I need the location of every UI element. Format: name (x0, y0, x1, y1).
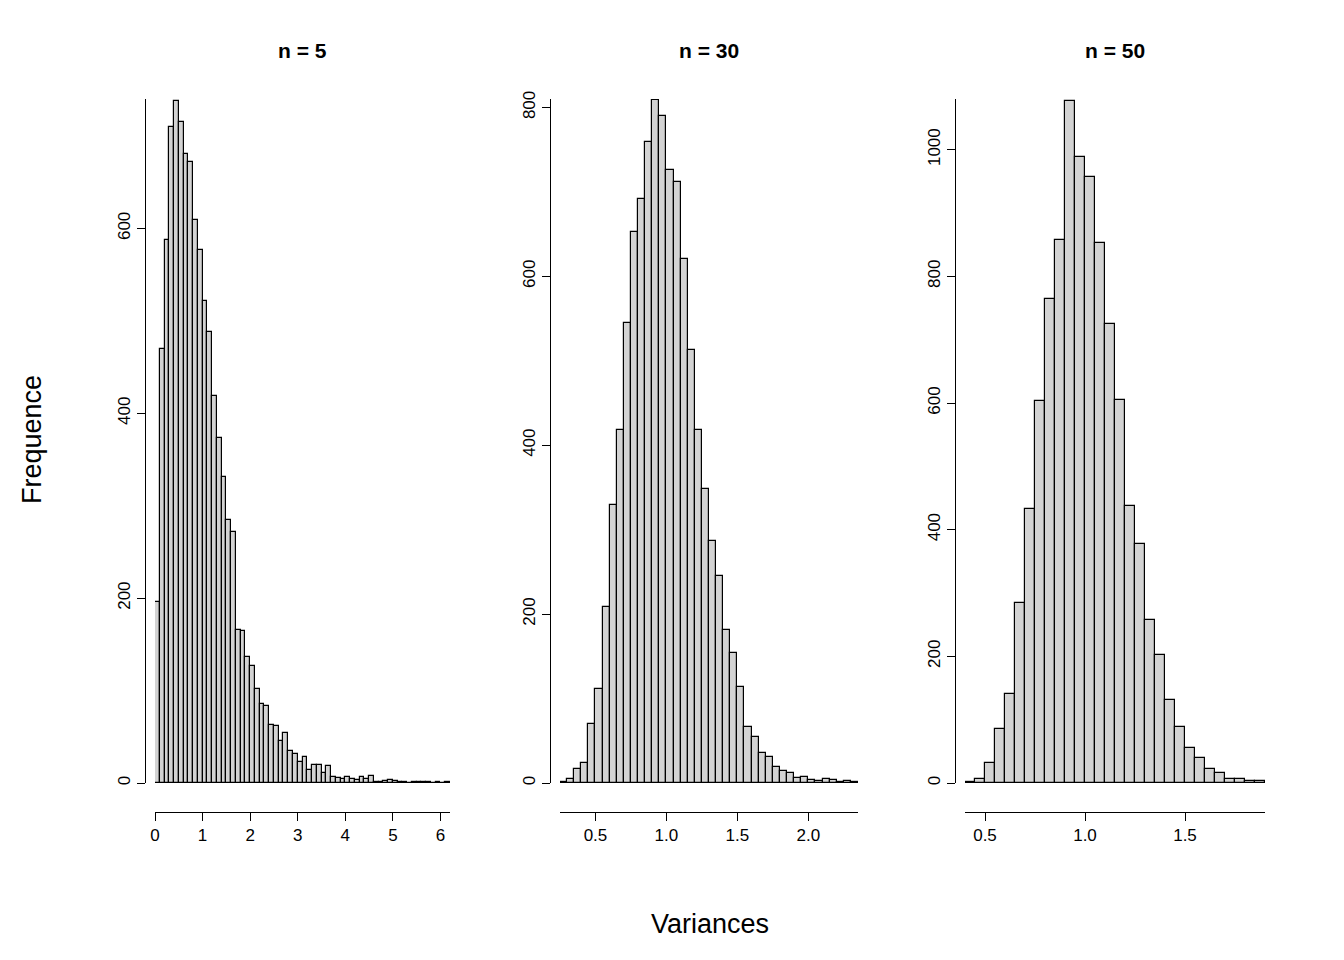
svg-text:400: 400 (115, 397, 134, 425)
svg-text:1.5: 1.5 (726, 826, 750, 845)
svg-text:200: 200 (115, 581, 134, 609)
svg-text:1.0: 1.0 (655, 826, 679, 845)
svg-text:400: 400 (925, 513, 944, 541)
svg-text:800: 800 (925, 260, 944, 288)
svg-text:3: 3 (293, 826, 302, 845)
svg-text:600: 600 (115, 212, 134, 240)
svg-text:800: 800 (520, 91, 539, 119)
svg-text:2: 2 (245, 826, 254, 845)
svg-text:5: 5 (388, 826, 397, 845)
svg-text:1.5: 1.5 (1173, 826, 1197, 845)
svg-text:1.0: 1.0 (1073, 826, 1097, 845)
svg-text:Frequence: Frequence (17, 375, 47, 504)
svg-text:0: 0 (925, 776, 944, 785)
svg-text:400: 400 (520, 428, 539, 456)
svg-text:0: 0 (115, 776, 134, 785)
svg-text:200: 200 (925, 640, 944, 668)
svg-text:1000: 1000 (925, 128, 944, 166)
svg-text:n = 50: n = 50 (1085, 39, 1145, 62)
svg-text:1: 1 (198, 826, 207, 845)
svg-text:600: 600 (925, 386, 944, 414)
svg-text:n = 30: n = 30 (679, 39, 739, 62)
svg-text:n = 5: n = 5 (278, 39, 327, 62)
svg-text:2.0: 2.0 (797, 826, 821, 845)
svg-text:0.5: 0.5 (973, 826, 997, 845)
svg-text:6: 6 (436, 826, 445, 845)
svg-text:0.5: 0.5 (584, 826, 608, 845)
svg-text:600: 600 (520, 260, 539, 288)
svg-text:4: 4 (341, 826, 350, 845)
svg-text:Variances: Variances (651, 909, 769, 939)
svg-text:200: 200 (520, 597, 539, 625)
svg-text:0: 0 (150, 826, 159, 845)
svg-text:0: 0 (520, 776, 539, 785)
